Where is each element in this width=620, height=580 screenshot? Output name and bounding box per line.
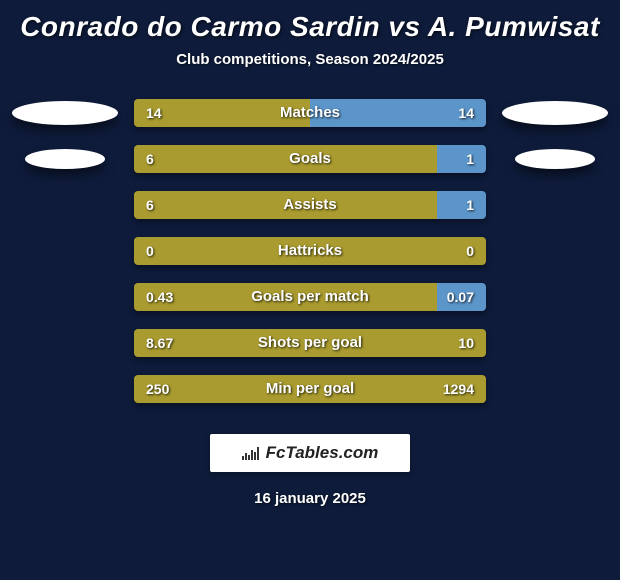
stat-row: 250Min per goal1294 [10,366,610,412]
player-right-ellipse [515,149,595,169]
branding-text: FcTables.com [266,443,379,463]
stat-bar: 8.67Shots per goal10 [134,329,486,357]
bar-chart-icon [242,446,260,460]
stat-row: 0.43Goals per match0.07 [10,274,610,320]
right-side [500,149,610,169]
stat-row: 14Matches14 [10,90,610,136]
date-label: 16 january 2025 [10,490,610,507]
player-right-ellipse [502,101,608,125]
branding-badge: FcTables.com [210,434,410,472]
subtitle: Club competitions, Season 2024/2025 [10,51,610,90]
stat-bar: 6Goals1 [134,145,486,173]
player-left-ellipse [25,149,105,169]
stat-bar: 6Assists1 [134,191,486,219]
stat-bar: 250Min per goal1294 [134,375,486,403]
stat-bar: 0.43Goals per match0.07 [134,283,486,311]
stats-list: 14Matches14 6Goals1 6Assists1 0Hattricks0 0.… [10,90,610,412]
stat-row: 0Hattricks0 [10,228,610,274]
stat-row: 6Goals1 [10,136,610,182]
comparison-card: Conrado do Carmo Sardin vs A. Pumwisat C… [0,0,620,580]
left-side [10,101,120,125]
stat-bar: 14Matches14 [134,99,486,127]
stat-row: 6Assists1 [10,182,610,228]
player-left-ellipse [12,101,118,125]
stat-bar: 0Hattricks0 [134,237,486,265]
right-side [500,101,610,125]
stat-row: 8.67Shots per goal10 [10,320,610,366]
page-title: Conrado do Carmo Sardin vs A. Pumwisat [10,8,610,51]
left-side [10,149,120,169]
